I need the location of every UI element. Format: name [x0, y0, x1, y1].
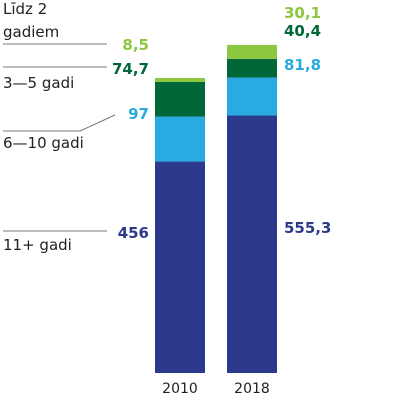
- data-label-2010-3: 8,5: [122, 36, 149, 54]
- legend-6-10-line-0: 6—10 gadi: [3, 134, 84, 152]
- bar-segment-2018-2: [227, 58, 277, 78]
- x-tick-label-2010: 2010: [162, 381, 198, 397]
- legend-3-5-line-0: 3—5 gadi: [3, 74, 74, 92]
- data-label-2010-0: 456: [118, 224, 149, 242]
- data-label-2018-1: 81,8: [284, 56, 321, 74]
- data-label-2010-1: 97: [128, 105, 149, 123]
- bar-segment-2018-3: [227, 44, 277, 59]
- bar-segment-2010-0: [155, 161, 205, 373]
- legend-lidz2-line-1: gadiem: [3, 23, 59, 41]
- bar-segment-2010-2: [155, 81, 205, 117]
- x-tick-label-2018: 2018: [234, 381, 270, 397]
- data-label-2018-2: 40,4: [284, 22, 321, 40]
- leader-line-6-10: [3, 114, 116, 132]
- legend-lidz2-line-0: Līdz 2: [3, 0, 47, 18]
- data-label-2018-0: 555,3: [284, 219, 331, 237]
- bar-segment-2010-1: [155, 116, 205, 162]
- bar-segment-2010-3: [155, 77, 205, 82]
- bar-segment-2018-1: [227, 77, 277, 116]
- data-label-2018-3: 30,1: [284, 4, 321, 22]
- data-label-2010-2: 74,7: [112, 60, 149, 78]
- legend-11plus-line-0: 11+ gadi: [3, 236, 72, 254]
- bar-segment-2018-0: [227, 115, 277, 373]
